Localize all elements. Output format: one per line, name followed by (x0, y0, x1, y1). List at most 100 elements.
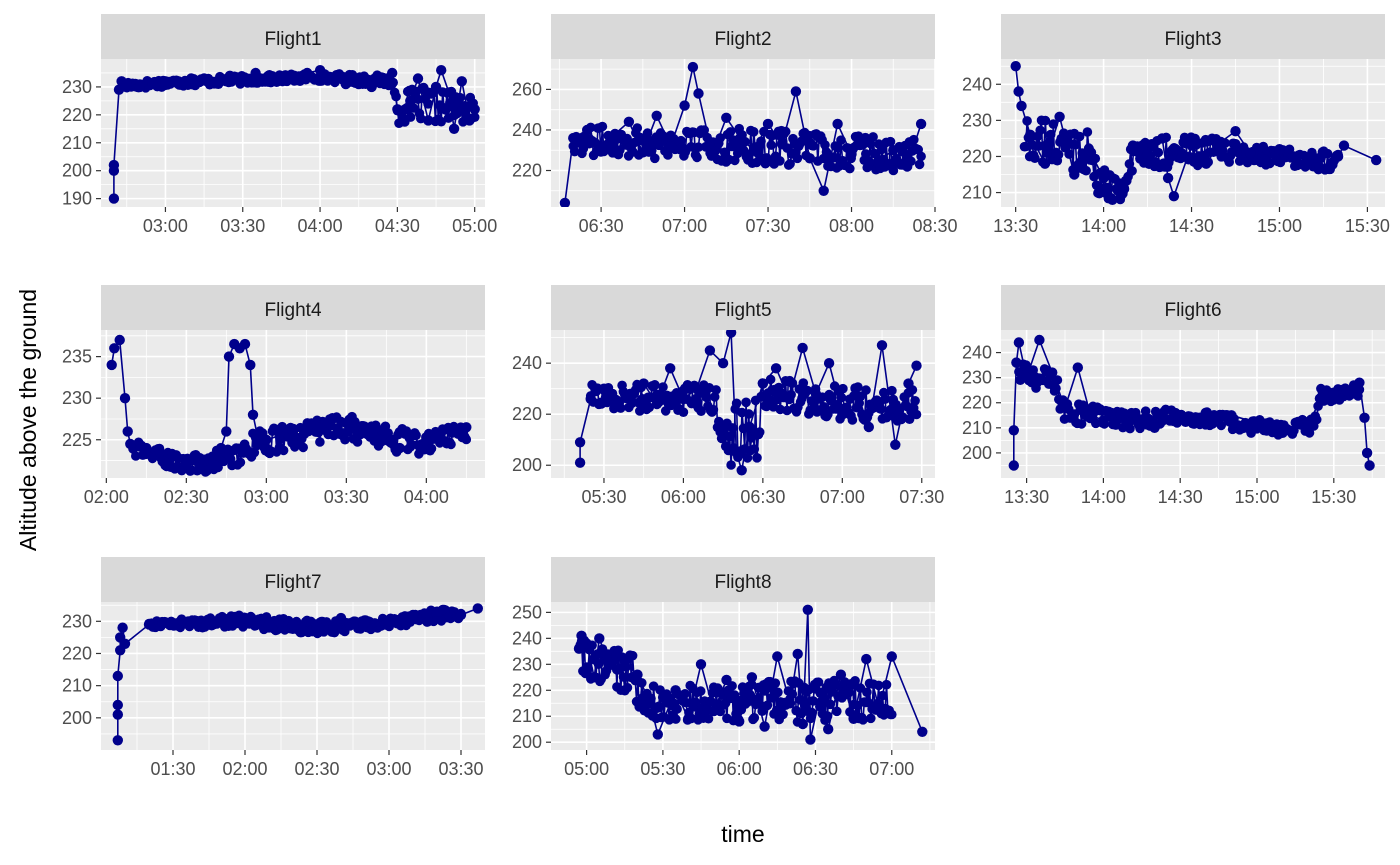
data-point (1034, 334, 1045, 346)
data-point (860, 132, 871, 144)
data-point (748, 145, 760, 156)
data-point (455, 609, 467, 621)
data-point (910, 396, 920, 406)
data-point (692, 152, 702, 163)
data-point (725, 127, 736, 137)
data-point (464, 115, 475, 126)
data-point (1215, 136, 1227, 148)
data-point (820, 140, 830, 150)
data-point (134, 81, 145, 93)
data-point (1230, 126, 1241, 137)
data-point (431, 606, 443, 617)
x-tick-label: 05:00 (564, 759, 609, 779)
y-tick-label: 230 (62, 388, 92, 408)
data-point (112, 670, 124, 682)
y-tick-label: 220 (962, 393, 992, 413)
data-point (154, 447, 165, 458)
data-point (121, 78, 132, 90)
data-point (847, 415, 858, 425)
data-point (622, 682, 633, 693)
y-tick-label: 230 (962, 110, 992, 130)
data-point (1288, 151, 1300, 162)
data-point (277, 421, 288, 432)
x-tick-label: 01:30 (150, 759, 195, 779)
data-point (355, 429, 366, 440)
data-point (845, 163, 855, 174)
data-point (693, 142, 704, 152)
data-point (1216, 420, 1226, 431)
y-tick-label: 240 (962, 343, 992, 363)
data-point (598, 383, 610, 394)
x-tick-label: 03:00 (244, 487, 289, 507)
data-point (1070, 139, 1081, 150)
data-point (672, 704, 682, 714)
data-layer (1008, 334, 1375, 471)
data-point (455, 92, 465, 103)
data-point (638, 378, 649, 389)
data-point (914, 159, 925, 170)
data-point (1044, 137, 1055, 147)
data-layer (112, 603, 483, 746)
data-point (727, 423, 738, 433)
x-tick-label: 08:00 (829, 216, 874, 236)
data-point (237, 73, 248, 84)
data-point (1021, 372, 1032, 383)
data-point (278, 445, 289, 456)
x-tick-label: 05:00 (452, 216, 497, 236)
data-point (253, 434, 264, 445)
data-point (1318, 147, 1329, 159)
facet-strip (551, 557, 935, 602)
data-point (1011, 357, 1022, 368)
data-point (223, 351, 235, 362)
data-point (106, 359, 117, 371)
data-point (651, 110, 662, 122)
data-point (632, 123, 643, 133)
data-point (772, 651, 783, 662)
data-point (1069, 169, 1080, 180)
data-point (1341, 385, 1352, 396)
data-point (888, 145, 899, 156)
data-point (868, 132, 878, 142)
data-point (887, 709, 897, 720)
x-tick-label: 05:30 (640, 759, 685, 779)
data-point (1140, 406, 1151, 417)
data-point (663, 150, 673, 160)
data-point (1082, 127, 1093, 137)
y-tick-label: 260 (512, 79, 542, 99)
data-point (832, 118, 843, 130)
data-point (622, 133, 632, 144)
data-point (576, 630, 587, 641)
data-point (440, 105, 451, 115)
y-tick-label: 210 (962, 183, 992, 203)
data-point (780, 126, 791, 137)
x-tick-label: 03:30 (438, 759, 483, 779)
data-point (876, 340, 888, 351)
data-point (245, 359, 256, 371)
data-point (792, 153, 803, 164)
data-point (1010, 60, 1021, 72)
data-point (1277, 427, 1288, 438)
data-point (687, 61, 699, 73)
data-point (436, 65, 447, 76)
data-point (391, 91, 401, 102)
data-point (736, 465, 747, 476)
y-tick-label: 230 (512, 654, 542, 674)
data-point (1102, 182, 1112, 193)
y-tick-label: 230 (62, 77, 92, 97)
data-point (1123, 417, 1135, 428)
data-point (1052, 375, 1063, 385)
data-point (461, 422, 472, 433)
data-point (559, 197, 571, 207)
data-point (186, 73, 197, 84)
data-point (1354, 377, 1365, 388)
data-layer (574, 330, 922, 476)
y-tick-label: 190 (62, 189, 92, 209)
data-point (770, 363, 782, 374)
data-point (762, 118, 774, 130)
data-point (581, 638, 592, 649)
data-point (874, 155, 885, 166)
data-point (1051, 383, 1061, 394)
data-point (701, 392, 712, 403)
x-tick-label: 07:30 (899, 487, 944, 507)
data-point (804, 153, 815, 164)
